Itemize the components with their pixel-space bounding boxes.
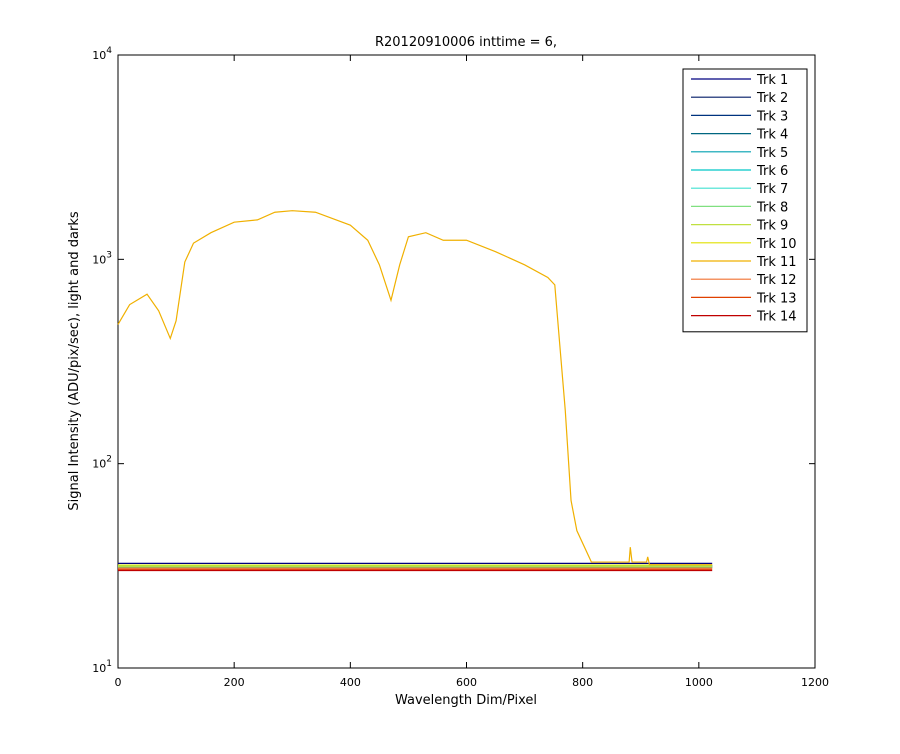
x-tick-label: 200 xyxy=(224,676,245,689)
legend-label: Trk 4 xyxy=(756,128,788,143)
legend-label: Trk 5 xyxy=(756,146,788,161)
legend-label: Trk 9 xyxy=(756,219,788,234)
x-tick-label: 0 xyxy=(115,676,122,689)
legend-box xyxy=(682,68,808,333)
x-tick-label: 800 xyxy=(572,676,593,689)
legend-label: Trk 11 xyxy=(756,255,797,270)
x-tick-label: 600 xyxy=(456,676,477,689)
legend-label: Trk 13 xyxy=(756,291,797,306)
x-tick-label: 1000 xyxy=(685,676,713,689)
y-tick-label: 102 xyxy=(92,455,112,471)
y-tick-label: 104 xyxy=(92,46,112,62)
legend-label: Trk 12 xyxy=(756,273,797,288)
chart-title: R20120910006 inttime = 6, xyxy=(375,35,557,50)
legend-label: Trk 10 xyxy=(756,237,797,252)
y-tick-label: 101 xyxy=(92,659,112,675)
x-tick-label: 400 xyxy=(340,676,361,689)
y-axis-label: Signal Intensity (ADU/pix/sec), light an… xyxy=(67,211,82,510)
legend-label: Trk 1 xyxy=(756,73,788,88)
legend-label: Trk 2 xyxy=(756,91,788,106)
x-axis-label: Wavelength Dim/Pixel xyxy=(395,693,537,708)
legend-label: Trk 8 xyxy=(756,200,788,215)
series-line xyxy=(117,210,713,566)
y-tick-label: 103 xyxy=(92,250,112,266)
x-tick-label: 1200 xyxy=(801,676,829,689)
legend-label: Trk 3 xyxy=(756,109,788,124)
legend-label: Trk 6 xyxy=(756,164,788,179)
legend-label: Trk 7 xyxy=(756,182,788,197)
legend-label: Trk 14 xyxy=(756,310,797,325)
